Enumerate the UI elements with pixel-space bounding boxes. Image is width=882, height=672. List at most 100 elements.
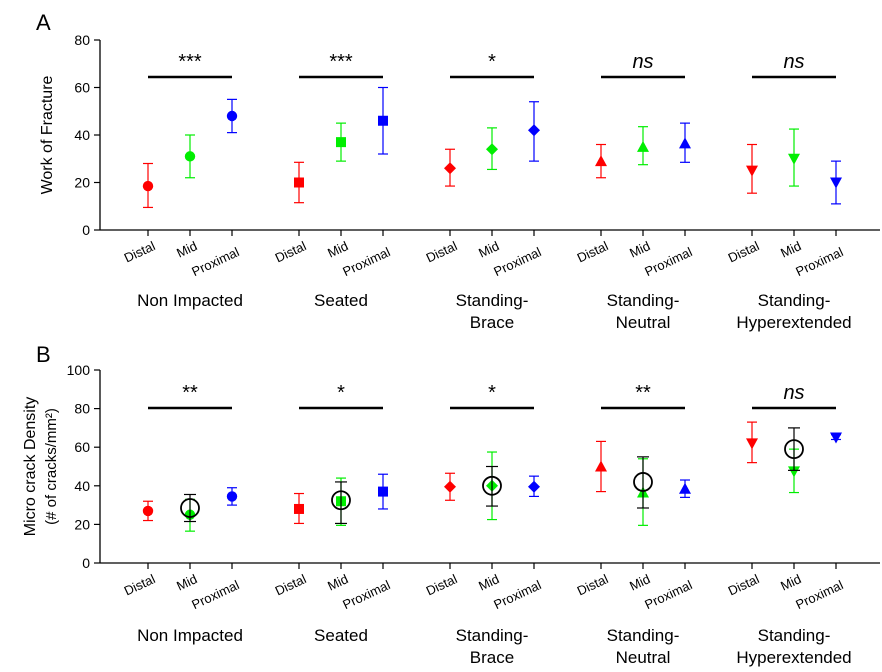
significance-label: ** xyxy=(635,382,651,404)
y-tick-label: 20 xyxy=(74,175,90,191)
y-tick-label: 100 xyxy=(67,362,91,378)
significance-label: * xyxy=(337,382,345,404)
overall-mean-marker xyxy=(482,475,502,496)
y-tick-label: 80 xyxy=(74,401,90,417)
x-tick-label: Mid xyxy=(325,571,350,593)
y-tick-label: 40 xyxy=(74,127,90,143)
significance-label: *** xyxy=(178,51,202,73)
group-label: Seated xyxy=(314,626,368,645)
x-tick-label: Distal xyxy=(424,238,460,265)
data-point xyxy=(444,162,456,175)
x-tick-label: Distal xyxy=(424,571,460,598)
significance-label: * xyxy=(488,51,496,73)
data-point xyxy=(788,466,800,478)
x-tick-label: Distal xyxy=(273,238,309,265)
data-point xyxy=(788,153,800,165)
data-point xyxy=(637,140,649,152)
overall-mean-marker xyxy=(633,472,653,492)
y-axis-label: Work of Fracture xyxy=(39,75,56,194)
y-tick-label: 40 xyxy=(74,478,90,494)
data-point xyxy=(226,110,238,122)
y-axis-label-units: (# of cracks/mm²) xyxy=(43,408,60,525)
group-label-line2: Hyperextended xyxy=(736,648,851,667)
group-label: Standing- xyxy=(456,626,529,645)
significance-label: *** xyxy=(329,51,353,73)
x-tick-label: Distal xyxy=(575,571,611,598)
x-tick-label: Mid xyxy=(778,238,803,260)
significance-label: ns xyxy=(783,382,804,404)
x-tick-label: Distal xyxy=(726,238,762,265)
data-point xyxy=(679,482,691,494)
group-label: Standing- xyxy=(607,291,680,310)
panel-b: B 0 20 40 60 80 100 Micro crack Density (# of cr… xyxy=(22,342,880,667)
x-tick-label: Distal xyxy=(122,238,158,265)
overall-mean-marker xyxy=(180,498,200,518)
group-label: Seated xyxy=(314,291,368,310)
data-point xyxy=(294,503,304,514)
data-point xyxy=(528,480,540,493)
data-point xyxy=(830,177,842,189)
data-point xyxy=(486,143,498,156)
data-point xyxy=(746,438,758,450)
y-axis-label: Micro crack Density xyxy=(22,397,39,537)
data-point xyxy=(528,124,540,137)
panel-letter: A xyxy=(36,10,51,35)
data-point xyxy=(226,491,238,502)
x-tick-label: Distal xyxy=(273,571,309,598)
y-tick-label: 60 xyxy=(74,80,90,96)
data-point xyxy=(336,137,346,148)
significance-label: * xyxy=(488,382,496,404)
data-point xyxy=(595,460,607,472)
x-tick-label: Mid xyxy=(778,571,803,593)
group-label-line2: Brace xyxy=(470,313,514,332)
group-label: Non Impacted xyxy=(137,291,243,310)
data-point xyxy=(142,180,154,192)
group-label-line2: Brace xyxy=(470,648,514,667)
panel-letter: B xyxy=(36,342,51,367)
group-label-line2: Neutral xyxy=(616,648,671,667)
x-tick-label: Mid xyxy=(174,571,199,593)
x-tick-label: Mid xyxy=(627,571,652,593)
x-tick-label: Distal xyxy=(122,571,158,598)
data-point xyxy=(184,151,196,162)
x-tick-label: Mid xyxy=(476,238,501,260)
data-point xyxy=(746,165,758,177)
data-point xyxy=(595,155,607,167)
x-tick-label: Mid xyxy=(325,238,350,260)
y-tick-label: 60 xyxy=(74,439,90,455)
x-tick-label: Mid xyxy=(174,238,199,260)
group-label: Standing- xyxy=(607,626,680,645)
x-tick-label: Distal xyxy=(726,571,762,598)
y-tick-label: 0 xyxy=(82,222,90,238)
group-label: Non Impacted xyxy=(137,626,243,645)
data-point xyxy=(679,137,691,149)
data-point xyxy=(294,177,304,188)
group-label-line2: Neutral xyxy=(616,313,671,332)
data-point xyxy=(830,432,842,444)
data-point xyxy=(378,115,388,126)
significance-label: ns xyxy=(632,51,653,73)
group-label: Standing- xyxy=(758,291,831,310)
y-tick-label: 80 xyxy=(74,32,90,48)
x-tick-label: Mid xyxy=(476,571,501,593)
x-tick-label: Mid xyxy=(627,238,652,260)
significance-label: ** xyxy=(182,382,198,404)
group-label: Standing- xyxy=(758,626,831,645)
data-point xyxy=(444,480,456,493)
significance-label: ns xyxy=(783,51,804,73)
overall-mean-marker xyxy=(784,439,804,460)
x-tick-label: Distal xyxy=(575,238,611,265)
y-tick-label: 0 xyxy=(82,555,90,571)
